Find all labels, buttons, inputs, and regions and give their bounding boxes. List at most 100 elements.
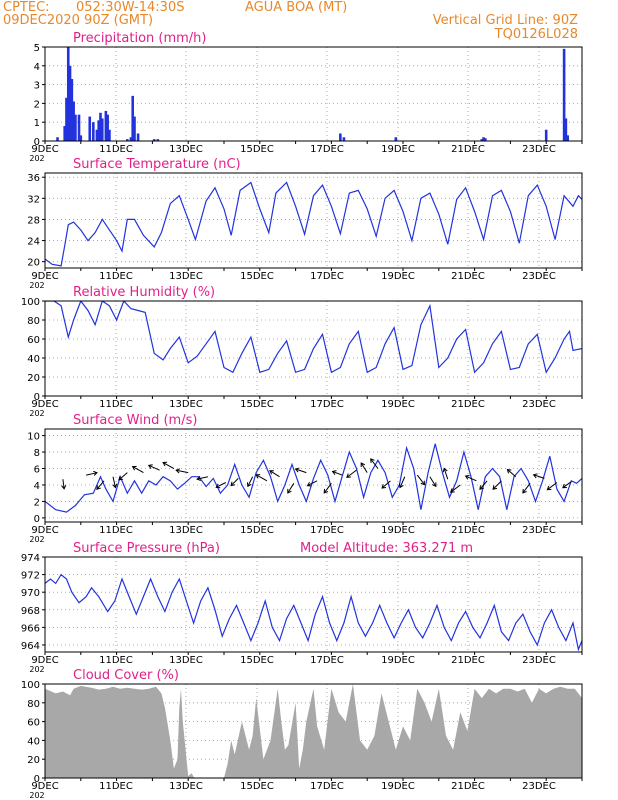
x-tick-label: 19DEC bbox=[381, 271, 415, 282]
x-tick-label: 19DEC bbox=[381, 399, 415, 410]
y-tick-label: 964 bbox=[21, 641, 40, 652]
x-year-label: 202 bbox=[29, 409, 44, 418]
wind-arrowhead bbox=[464, 474, 470, 480]
wind-arrowhead bbox=[93, 470, 98, 476]
x-tick-label: 23DEC bbox=[522, 271, 556, 282]
panel-title: Surface Temperature (nC) bbox=[73, 157, 241, 172]
x-tick-label: 13DEC bbox=[169, 144, 203, 155]
wind-vector bbox=[332, 471, 343, 476]
wind-arrowhead bbox=[381, 484, 387, 489]
y-tick-label: 20 bbox=[27, 258, 40, 269]
wind-arrowhead bbox=[562, 483, 567, 489]
y-tick-label: 966 bbox=[21, 623, 40, 634]
panel-0: 0 1 2 3 4 5 9DEC 11DEC 13DEC 15DEC 17DEC 19DEC 21DEC… bbox=[29, 31, 583, 163]
precip-bar bbox=[97, 120, 100, 141]
wind-vector bbox=[255, 474, 268, 482]
series-group bbox=[45, 443, 582, 513]
panel-title: Cloud Cover (%) bbox=[73, 668, 179, 683]
wind-arrowhead bbox=[398, 483, 404, 489]
wind-vector bbox=[215, 482, 227, 488]
y-tick-label: 4 bbox=[34, 481, 40, 492]
series-line bbox=[45, 573, 582, 652]
series-group bbox=[45, 181, 582, 267]
series-group bbox=[45, 573, 582, 652]
x-year-label: 202 bbox=[29, 154, 44, 163]
wind-vector bbox=[323, 483, 332, 494]
y-tick-label: 80 bbox=[27, 316, 40, 327]
y-tick-label: 60 bbox=[27, 335, 40, 346]
panel-4: 964 966 968 970 972 974 9DEC 11DEC 13DEC 15DEC 17D… bbox=[21, 541, 583, 674]
x-tick-label: 13DEC bbox=[169, 399, 203, 410]
y-tick-label: 0 bbox=[34, 137, 40, 148]
series-line bbox=[45, 301, 582, 374]
x-tick-label: 13DEC bbox=[169, 781, 203, 792]
y-tick-label: 40 bbox=[27, 354, 40, 365]
panel-frame bbox=[44, 428, 583, 523]
wind-vector bbox=[416, 474, 425, 485]
y-tick-label: 0 bbox=[34, 774, 40, 785]
y-tick-label: 3 bbox=[34, 81, 40, 92]
wind-arrowhead bbox=[246, 482, 252, 488]
precip-bar bbox=[564, 118, 568, 141]
y-tick-label: 5 bbox=[34, 43, 40, 54]
y-tick-label: 0 bbox=[34, 514, 40, 525]
x-tick-label: 17DEC bbox=[310, 144, 344, 155]
wind-vector bbox=[176, 469, 189, 474]
wind-arrowhead bbox=[370, 458, 375, 463]
precip-bar bbox=[133, 116, 136, 141]
precip-bar bbox=[126, 139, 129, 141]
wind-arrowhead bbox=[269, 470, 274, 475]
x-tick-label: 21DEC bbox=[451, 271, 485, 282]
wind-arrowhead bbox=[331, 470, 337, 475]
precip-bar bbox=[70, 78, 74, 141]
wind-arrowhead bbox=[546, 485, 552, 491]
x-tick-label: 11DEC bbox=[99, 781, 133, 792]
y-tick-label: 972 bbox=[21, 571, 40, 582]
precip-bar bbox=[394, 137, 398, 141]
precip-bar bbox=[108, 129, 111, 141]
panel-subtitle: Model Altitude: 363.271 m bbox=[300, 541, 473, 556]
wind-vector bbox=[118, 472, 128, 481]
panel-1: 20 24 28 32 36 9DEC 11DEC 13DEC 15DEC 17DEC 19DEC 2… bbox=[27, 157, 583, 290]
precip-bar bbox=[88, 116, 92, 141]
x-tick-label: 19DEC bbox=[381, 781, 415, 792]
precip-bar bbox=[72, 101, 75, 141]
x-tick-label: 9DEC bbox=[31, 271, 58, 282]
x-tick-label: 17DEC bbox=[310, 525, 344, 536]
wind-vector bbox=[547, 482, 558, 491]
panel-frame bbox=[44, 683, 583, 779]
wind-arrowhead bbox=[287, 488, 292, 494]
wind-arrowhead bbox=[506, 468, 512, 474]
panel-2: 0 20 40 60 80 100 9DEC 11DEC 13DEC 15DEC 17DEC 19DE… bbox=[21, 285, 583, 418]
precip-bar bbox=[484, 138, 487, 141]
x-tick-label: 21DEC bbox=[451, 525, 485, 536]
x-year-label: 202 bbox=[29, 665, 44, 674]
wind-vector bbox=[112, 476, 116, 488]
wind-arrowhead bbox=[479, 485, 484, 490]
wind-vector bbox=[479, 480, 488, 490]
wind-vector bbox=[62, 479, 65, 489]
precip-bar bbox=[79, 135, 83, 141]
series-group bbox=[56, 47, 569, 141]
wind-vector bbox=[132, 466, 144, 474]
wind-vector bbox=[269, 470, 280, 478]
x-tick-label: 23DEC bbox=[522, 781, 556, 792]
wind-arrowhead bbox=[323, 488, 329, 494]
series-line bbox=[45, 443, 582, 513]
wind-arrowhead bbox=[196, 475, 202, 481]
precip-bar bbox=[156, 139, 160, 141]
wind-arrowhead bbox=[420, 480, 426, 486]
wind-arrowhead bbox=[61, 484, 67, 490]
precip-bar bbox=[77, 114, 81, 141]
precip-bar bbox=[66, 47, 70, 141]
wind-arrowhead bbox=[522, 488, 527, 494]
wind-vector bbox=[346, 469, 357, 478]
wind-vector bbox=[381, 480, 391, 489]
wind-arrowhead bbox=[147, 464, 153, 469]
x-year-label: 202 bbox=[29, 281, 44, 290]
x-tick-label: 21DEC bbox=[451, 781, 485, 792]
y-tick-label: 100 bbox=[21, 297, 40, 308]
series-line bbox=[45, 181, 582, 267]
y-tick-label: 28 bbox=[27, 215, 40, 226]
